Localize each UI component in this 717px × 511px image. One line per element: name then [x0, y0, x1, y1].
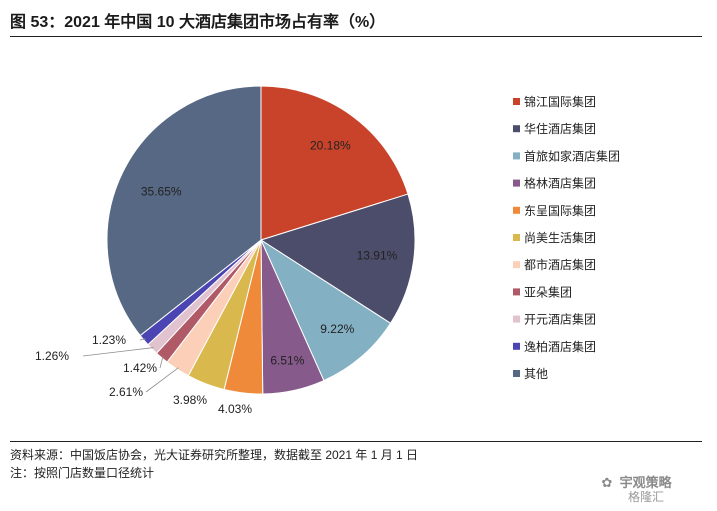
- leader-line-8: [82, 347, 154, 357]
- legend-label-2: 首旅如家酒店集团: [524, 148, 620, 163]
- legend-swatch-4: [513, 206, 520, 214]
- legend-label-10: 其他: [524, 367, 548, 381]
- data-label-9: 1.23%: [92, 333, 126, 347]
- legend-swatch-7: [513, 288, 520, 296]
- data-label-7: 1.42%: [123, 361, 157, 375]
- pie-slice-0: [260, 85, 409, 241]
- watermark: ✿ 宇观策略 格隆汇: [598, 472, 672, 504]
- legend-label-5: 尚美生活集团: [524, 230, 596, 245]
- legend-swatch-9: [513, 342, 520, 350]
- legend-label-7: 亚朵集团: [524, 284, 572, 299]
- legend-swatch-3: [513, 179, 520, 187]
- legend-swatch-2: [513, 152, 520, 160]
- pie-slice-10: [106, 85, 262, 337]
- pie-chart: 20.18% 13.91% 9.22% 6.51% 35.65% 4.03% 3.98% 2.…: [35, 85, 620, 416]
- data-label-4: 4.03%: [218, 402, 252, 416]
- data-label-5: 3.98%: [173, 393, 207, 407]
- pie-slice-1: [259, 193, 416, 324]
- data-label-8: 1.26%: [35, 349, 69, 363]
- legend-swatch-10: [513, 370, 520, 377]
- leader-line-6: [145, 367, 179, 393]
- legend-swatch-0: [513, 98, 520, 105]
- legend-label-1: 华住酒店集团: [524, 121, 596, 136]
- legend-label-8: 开元酒店集团: [524, 312, 596, 327]
- data-label-0: 20.18%: [310, 139, 351, 153]
- wechat-icon: ✿: [601, 475, 613, 490]
- legend-label-0: 锦江国际集团: [524, 94, 596, 109]
- data-label-1: 13.91%: [357, 249, 398, 263]
- top-rule: [10, 36, 702, 37]
- watermark-sub: 格隆汇: [628, 490, 665, 504]
- leader-line-9: [139, 338, 146, 341]
- leader-line-7: [159, 356, 164, 369]
- data-label-10: 35.65%: [141, 185, 182, 199]
- source-note: 资料来源：中国饭店协会，光大证券研究所整理，数据截至 2021 年 1 月 1 …: [10, 448, 419, 462]
- legend-swatch-5: [513, 234, 520, 241]
- watermark-text: 宇观策略: [619, 475, 672, 490]
- legend-swatch-6: [513, 261, 520, 269]
- bottom-rule: [10, 441, 702, 442]
- legend-label-6: 都市酒店集团: [524, 257, 596, 272]
- footnote: 注：按照门店数量口径统计: [10, 466, 155, 480]
- legend-swatch-1: [513, 125, 520, 133]
- data-label-6: 2.61%: [109, 385, 143, 399]
- legend-label-3: 格林酒店集团: [524, 176, 596, 191]
- legend-swatch-8: [513, 315, 520, 323]
- figure-title: 图 53：2021 年中国 10 大酒店集团市场占有率（%）: [10, 14, 386, 31]
- pie-slice-2: [259, 238, 392, 382]
- legend-label-9: 逸柏酒店集团: [524, 339, 596, 354]
- data-label-2: 9.22%: [320, 322, 354, 336]
- data-label-3: 6.51%: [270, 353, 304, 367]
- legend-label-4: 东呈国际集团: [524, 203, 596, 218]
